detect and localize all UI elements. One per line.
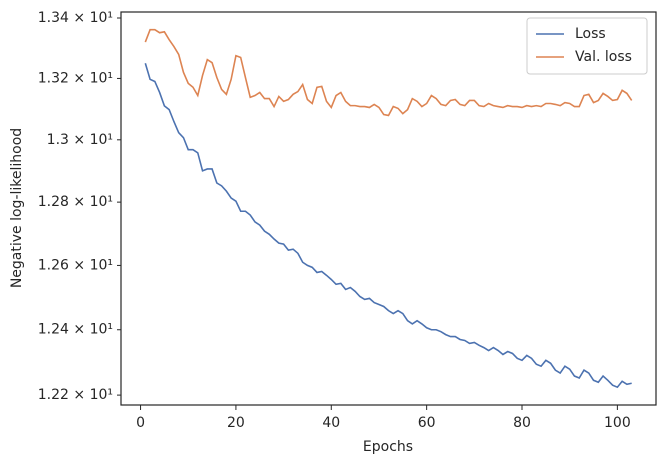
y-tick-label: 1.34 × 10¹ xyxy=(38,10,113,26)
x-tick-label: 100 xyxy=(604,415,631,431)
line-series xyxy=(144,63,632,389)
legend-label: Loss xyxy=(575,26,606,42)
y-tick-label: 1.3 × 10¹ xyxy=(47,132,113,148)
y-tick-label: 1.32 × 10¹ xyxy=(38,70,113,86)
plot-frame xyxy=(120,11,657,406)
y-tick-label: 1.22 × 10¹ xyxy=(38,387,113,403)
y-axis-label: Negative log-likelihood xyxy=(9,128,25,288)
x-axis-label: Epochs xyxy=(363,439,413,455)
y-tick-label: 1.24 × 10¹ xyxy=(38,322,113,338)
x-tick-label: 60 xyxy=(418,415,436,431)
x-tick-label: 40 xyxy=(322,415,340,431)
y-tick-label: 1.28 × 10¹ xyxy=(38,194,113,210)
x-tick-label: 0 xyxy=(136,415,145,431)
line-series xyxy=(144,28,633,117)
x-tick-label: 20 xyxy=(227,415,245,431)
x-tick-label: 80 xyxy=(513,415,531,431)
legend-label: Val. loss xyxy=(575,49,632,65)
legend-box xyxy=(526,17,648,75)
y-tick-label: 1.26 × 10¹ xyxy=(38,257,113,273)
